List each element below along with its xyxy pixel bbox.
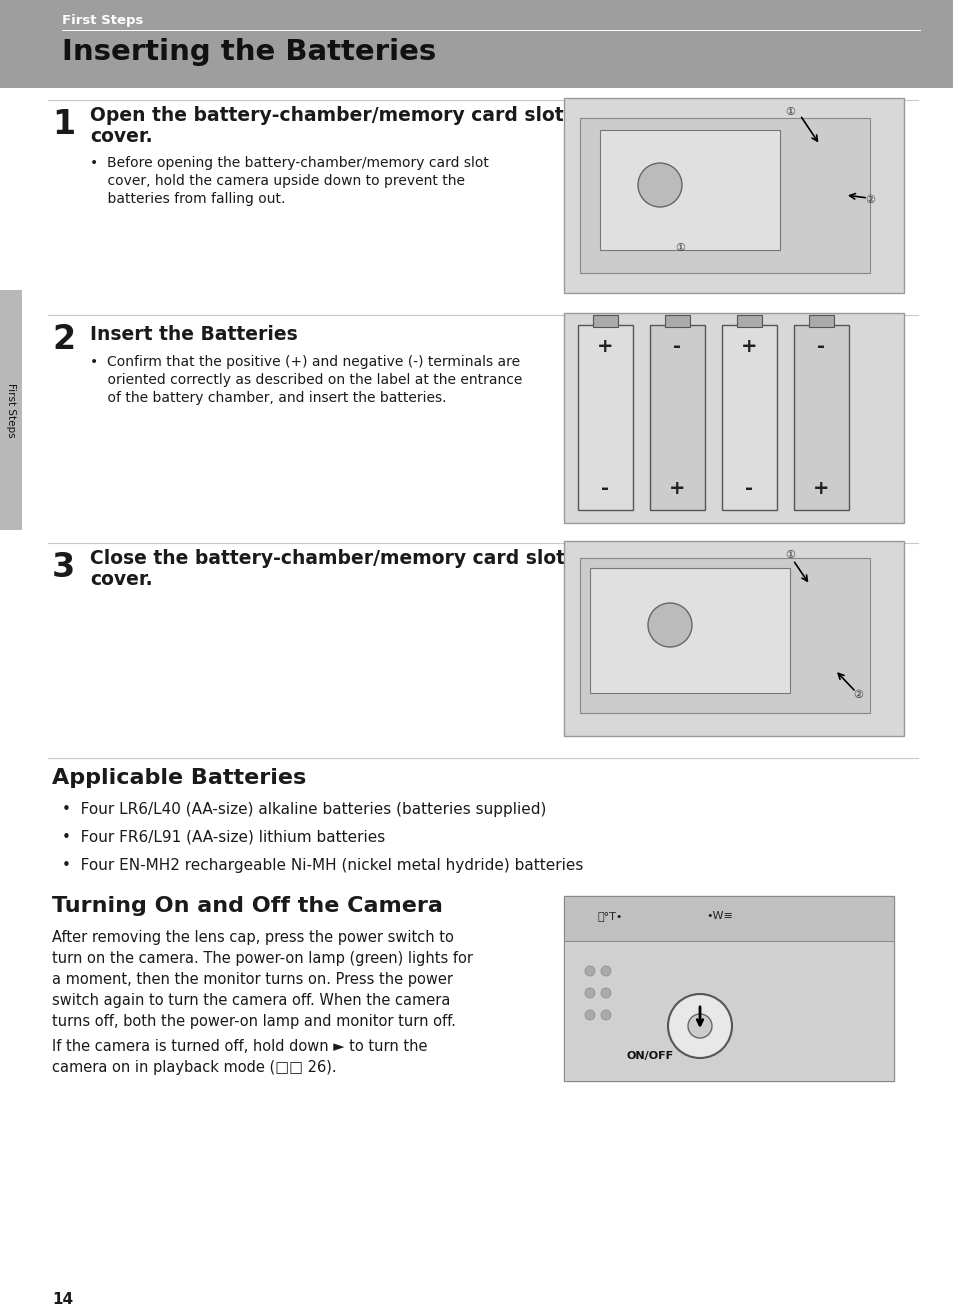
Bar (649, 325, 704, 510)
Text: cover.: cover. (90, 570, 152, 589)
Text: Applicable Batteries: Applicable Batteries (52, 767, 306, 788)
Circle shape (584, 988, 595, 999)
Circle shape (687, 1014, 711, 1038)
Text: -: - (744, 478, 753, 498)
Text: First Steps: First Steps (62, 14, 143, 28)
Bar (808, 315, 833, 327)
Text: +: + (597, 338, 613, 356)
Bar (579, 558, 869, 714)
Bar (563, 941, 893, 1081)
Circle shape (600, 966, 610, 976)
Text: switch again to turn the camera off. When the camera: switch again to turn the camera off. Whe… (52, 993, 450, 1008)
Text: 2: 2 (52, 323, 75, 356)
Text: oriented correctly as described on the label at the entrance: oriented correctly as described on the l… (90, 373, 522, 388)
Text: Turning On and Off the Camera: Turning On and Off the Camera (52, 896, 442, 916)
Circle shape (638, 163, 681, 208)
Text: of the battery chamber, and insert the batteries.: of the battery chamber, and insert the b… (90, 392, 446, 405)
Text: After removing the lens cap, press the power switch to: After removing the lens cap, press the p… (52, 930, 454, 945)
Text: Inserting the Batteries: Inserting the Batteries (62, 38, 436, 66)
Text: -: - (673, 338, 680, 356)
Text: ①: ① (675, 243, 684, 254)
Text: ①: ① (784, 551, 794, 560)
Circle shape (600, 988, 610, 999)
Bar (563, 313, 903, 523)
Text: 1: 1 (52, 108, 75, 141)
Bar (593, 315, 618, 327)
Text: turns off, both the power-on lamp and monitor turn off.: turns off, both the power-on lamp and mo… (52, 1014, 456, 1029)
Text: -: - (601, 478, 609, 498)
Bar (664, 315, 689, 327)
Bar (563, 896, 893, 1081)
Bar (589, 568, 789, 692)
Bar (578, 325, 633, 510)
Bar (599, 130, 780, 250)
Circle shape (584, 966, 595, 976)
Text: •  Four EN-MH2 rechargeable Ni-MH (nickel metal hydride) batteries: • Four EN-MH2 rechargeable Ni-MH (nickel… (62, 858, 583, 872)
Bar (793, 325, 848, 510)
Text: First Steps: First Steps (6, 382, 16, 438)
Circle shape (647, 603, 691, 646)
Text: Open the battery-chamber/memory card slot: Open the battery-chamber/memory card slo… (90, 106, 563, 125)
Text: ⌕°T•: ⌕°T• (597, 911, 622, 921)
Text: •W≡: •W≡ (706, 911, 733, 921)
Text: •  Four FR6/L91 (AA-size) lithium batteries: • Four FR6/L91 (AA-size) lithium batteri… (62, 830, 385, 845)
Bar (721, 325, 776, 510)
Bar (737, 315, 761, 327)
Text: +: + (740, 338, 757, 356)
Text: -: - (817, 338, 824, 356)
Circle shape (600, 1010, 610, 1020)
Bar (563, 99, 903, 293)
Text: 14: 14 (52, 1292, 73, 1307)
Text: ②: ② (864, 194, 874, 205)
Text: +: + (812, 478, 829, 498)
Text: cover, hold the camera upside down to prevent the: cover, hold the camera upside down to pr… (90, 173, 464, 188)
Text: •  Four LR6/L40 (AA-size) alkaline batteries (batteries supplied): • Four LR6/L40 (AA-size) alkaline batter… (62, 802, 546, 817)
Text: •  Confirm that the positive (+) and negative (-) terminals are: • Confirm that the positive (+) and nega… (90, 355, 519, 369)
Text: ①: ① (784, 106, 794, 117)
Text: a moment, then the monitor turns on. Press the power: a moment, then the monitor turns on. Pre… (52, 972, 453, 987)
Bar (0, 290, 22, 530)
Text: ②: ② (852, 690, 862, 700)
Text: If the camera is turned off, hold down ► to turn the: If the camera is turned off, hold down ►… (52, 1039, 427, 1054)
Bar (563, 541, 903, 736)
Text: Close the battery-chamber/memory card slot: Close the battery-chamber/memory card sl… (90, 549, 564, 568)
Bar (0, 0, 953, 88)
Text: 3: 3 (52, 551, 75, 583)
Text: camera on in playback mode (□□ 26).: camera on in playback mode (□□ 26). (52, 1060, 336, 1075)
Text: +: + (669, 478, 685, 498)
Bar (563, 896, 893, 941)
Text: turn on the camera. The power-on lamp (green) lights for: turn on the camera. The power-on lamp (g… (52, 951, 473, 966)
Text: cover.: cover. (90, 127, 152, 146)
Circle shape (584, 1010, 595, 1020)
Text: batteries from falling out.: batteries from falling out. (90, 192, 285, 206)
Bar (579, 118, 869, 273)
Text: Insert the Batteries: Insert the Batteries (90, 325, 297, 344)
Text: ON/OFF: ON/OFF (626, 1051, 673, 1060)
Text: •  Before opening the battery-chamber/memory card slot: • Before opening the battery-chamber/mem… (90, 156, 488, 170)
Circle shape (667, 993, 731, 1058)
